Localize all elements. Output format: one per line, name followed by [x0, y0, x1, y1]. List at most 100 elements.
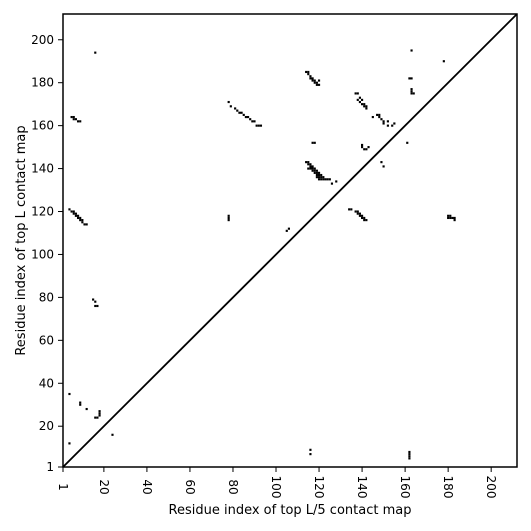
contact-point — [227, 214, 230, 217]
contact-point — [287, 227, 290, 230]
contact-point — [76, 216, 80, 220]
contact-point — [380, 161, 383, 164]
contact-point — [313, 171, 316, 174]
contact-point — [350, 208, 353, 211]
contact-point — [309, 453, 312, 456]
contact-point — [94, 304, 97, 308]
contact-point — [68, 392, 71, 396]
contact-point — [83, 223, 86, 226]
contact-point — [354, 210, 357, 213]
contact-point — [453, 219, 456, 222]
contact-point — [92, 298, 95, 301]
x-tick-label: 1 — [56, 483, 70, 491]
contact-point — [305, 70, 308, 74]
x-tick-label: 60 — [183, 479, 197, 494]
contact-point — [311, 79, 314, 82]
contact-point — [246, 115, 250, 119]
contact-point — [309, 167, 312, 170]
contact-point — [315, 169, 318, 172]
contact-point — [79, 219, 82, 222]
contact-point — [361, 143, 364, 147]
contact-point — [363, 148, 366, 151]
x-tick-label: 20 — [97, 479, 111, 494]
contact-point — [317, 173, 321, 177]
contact-point — [307, 163, 310, 166]
contact-point — [358, 212, 361, 215]
contact-point — [70, 210, 73, 213]
contact-point — [313, 79, 316, 82]
contact-point — [406, 141, 409, 144]
contact-point — [317, 83, 321, 86]
contact-point — [240, 111, 243, 114]
x-tick-label: 100 — [269, 476, 283, 499]
x-tick-label: 120 — [312, 476, 326, 499]
contact-point — [255, 124, 258, 127]
contact-point — [72, 212, 75, 215]
contact-point — [361, 103, 364, 106]
x-axis-ticks: 1 20 40 60 80 100 120 140 160 180 200 — [56, 467, 498, 498]
contact-point — [79, 120, 82, 123]
contact-point — [447, 214, 450, 217]
contact-point — [85, 407, 88, 411]
contact-point — [326, 178, 329, 181]
contact-point — [386, 120, 389, 123]
y-tick-label: 20 — [39, 419, 54, 433]
contact-point — [227, 216, 230, 220]
contact-point — [358, 214, 361, 217]
diagonal-line — [62, 13, 518, 468]
contact-point — [378, 113, 381, 116]
contact-point — [305, 161, 308, 164]
contact-point — [358, 96, 361, 99]
contact-point — [453, 216, 456, 220]
y-tick-label: 120 — [31, 205, 54, 219]
contact-point — [315, 173, 318, 177]
contact-point — [315, 171, 318, 174]
contact-point — [311, 77, 314, 80]
contact-point — [238, 111, 241, 114]
contact-point — [408, 77, 411, 80]
contact-point — [324, 178, 327, 181]
contact-point — [94, 51, 97, 54]
contact-point — [307, 167, 310, 170]
contact-point — [309, 75, 312, 78]
contact-point — [371, 115, 374, 119]
contact-point — [315, 83, 318, 86]
contact-point — [79, 401, 82, 404]
contact-point — [227, 100, 230, 104]
x-tick-label: 180 — [441, 476, 455, 499]
contact-point — [317, 178, 321, 181]
x-tick-label: 160 — [398, 476, 412, 499]
contact-point — [111, 433, 114, 436]
x-axis-title: Residue index of top L/5 contact map — [169, 503, 412, 518]
contact-point — [285, 229, 288, 232]
contact-point — [317, 79, 321, 82]
y-tick-label: 100 — [31, 247, 54, 261]
contact-point — [98, 414, 101, 417]
contact-point — [330, 182, 334, 185]
contact-point — [328, 178, 331, 181]
x-tick-label: 140 — [355, 476, 369, 499]
contact-point — [74, 118, 77, 121]
contact-point — [307, 70, 310, 74]
contact-point — [311, 165, 314, 168]
contact-point — [309, 77, 312, 80]
contact-point — [361, 98, 364, 101]
contact-point — [309, 163, 312, 166]
contact-point — [367, 146, 370, 149]
y-tick-label: 200 — [31, 33, 54, 47]
contact-point — [412, 92, 415, 95]
contact-point — [449, 214, 452, 217]
contact-point — [311, 169, 314, 172]
contact-point — [307, 73, 310, 76]
contact-point — [380, 118, 383, 121]
contact-point — [365, 219, 368, 222]
contact-point — [320, 173, 323, 177]
contact-point — [408, 450, 411, 454]
contact-point — [363, 103, 366, 106]
contact-point — [382, 165, 385, 168]
contact-point — [244, 115, 247, 119]
contact-point — [85, 223, 88, 226]
contact-point — [408, 453, 411, 456]
